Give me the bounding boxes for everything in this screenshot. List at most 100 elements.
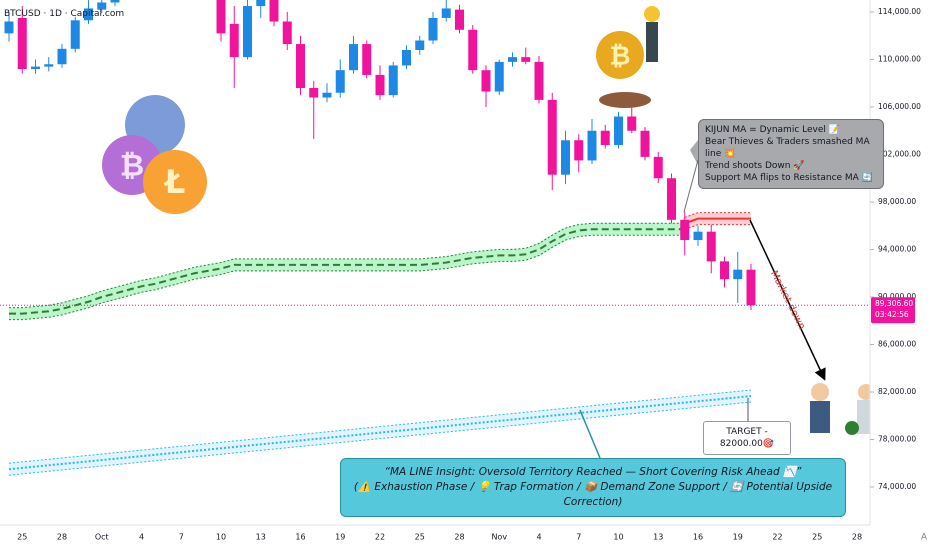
y-tick-label: 78,000.00 [878, 434, 916, 443]
candle-body [388, 65, 398, 96]
y-tick-label: 74,000.00 [878, 482, 916, 491]
candle-body [349, 44, 358, 71]
candle-body [216, 0, 226, 34]
x-tick-label: 16 [295, 533, 305, 542]
candle-body [521, 57, 531, 62]
plot-area: ₿ Ł ₿ [0, 0, 870, 476]
y-tick-label: 90,000.00 [878, 292, 916, 301]
x-tick-label: 28 [454, 533, 464, 542]
overlay-line [9, 228, 685, 315]
candle-body [574, 140, 584, 161]
candle-body [720, 261, 729, 280]
overlay [9, 222, 685, 321]
x-tick-label: 28 [852, 533, 862, 542]
x-tick-label: 25 [415, 533, 425, 542]
candle-body [455, 9, 464, 30]
candle-body [468, 29, 478, 71]
candle-body [57, 48, 67, 65]
last-price-label: 89,306.60 [875, 299, 913, 308]
candle-body [70, 20, 80, 49]
candle-body [17, 17, 27, 69]
x-tick-label: 22 [375, 533, 385, 542]
candle-body [587, 130, 597, 161]
candle-body [243, 6, 252, 58]
candle-body [653, 156, 663, 179]
insight-box: “MA LINE Insight: Oversold Territory Rea… [340, 458, 846, 517]
y-tick-label: 110,000.00 [878, 54, 921, 63]
callout-line: KIJUN MA = Dynamic Level 📝 [705, 125, 840, 135]
y-tick-label: 94,000.00 [878, 244, 916, 253]
x-tick-label: 10 [613, 533, 623, 542]
x-tick-label: 28 [57, 533, 67, 542]
market-arrow-label: Market down [768, 269, 807, 332]
x-tick-label: 13 [653, 533, 663, 542]
overlay [682, 212, 751, 230]
x-tick-label: 7 [576, 533, 581, 542]
candle-body [667, 178, 676, 220]
candle-body [362, 44, 372, 75]
y-tick-label: 106,000.00 [878, 102, 921, 111]
callout-pointer [690, 140, 698, 165]
y-tick-label: 98,000.00 [878, 197, 916, 206]
candle-body [110, 0, 120, 3]
miner-illustration: ₿ [596, 6, 660, 108]
candle-body [614, 116, 623, 145]
overlay-line [8, 395, 752, 471]
candle-body [441, 8, 451, 18]
candle-body [84, 8, 93, 21]
candle-body [229, 23, 239, 58]
candle-body [296, 44, 305, 88]
callout-line: Bear Thieves & Traders smashed MA line 💥 [705, 137, 870, 159]
y-tick-label: 102,000.00 [878, 149, 921, 158]
candle-body [402, 49, 411, 66]
price-axis-panel [870, 0, 932, 550]
candle-body [693, 231, 703, 240]
overlay-band-edge [684, 224, 751, 230]
candle-body [44, 64, 54, 67]
x-tick-label: 4 [139, 533, 144, 542]
candle-body [640, 130, 650, 157]
candle-body [335, 70, 345, 93]
insight-line: (⚠️ Exhaustion Phase / 💡 Trap Formation … [353, 481, 833, 508]
x-tick-label: 16 [693, 533, 703, 542]
candle-body [508, 57, 517, 62]
overlay [8, 389, 752, 476]
candle-body [97, 2, 107, 10]
overlay-band-edge [684, 212, 751, 218]
target-label: TARGET - 82000.00🎯 [703, 421, 791, 455]
callout-line: Support MA flips to Resistance MA 🔄 [705, 173, 873, 183]
crypto-coins: ₿ Ł [102, 95, 207, 214]
callout-line: Trend shoots Down 🚀 [705, 161, 805, 171]
x-tick-label: 25 [812, 533, 822, 542]
police-illustration [810, 383, 870, 435]
y-tick-label: 114,000.00 [878, 7, 921, 16]
candle-body [706, 231, 716, 262]
x-tick-label: Oct [95, 533, 109, 542]
overlay-band-edge [9, 234, 685, 321]
auto-scale-button[interactable]: A [921, 533, 928, 543]
x-tick-label: 13 [256, 533, 266, 542]
candle-body [627, 116, 637, 131]
overlay-band-edge [8, 401, 752, 476]
x-tick-label: 19 [335, 533, 345, 542]
candle-body [733, 269, 743, 280]
callout: KIJUN MA = Dynamic Level 📝 Bear Thieves … [698, 119, 884, 189]
insight-line: “MA LINE Insight: Oversold Territory Rea… [384, 466, 802, 478]
x-tick-label: 10 [216, 533, 226, 542]
x-tick-label: 4 [536, 533, 541, 542]
x-tick-label: 22 [772, 533, 782, 542]
insight-connector [579, 409, 601, 459]
svg-text:Ł: Ł [163, 163, 186, 201]
overlay-band-edge [8, 389, 752, 464]
candle-body [680, 219, 690, 240]
candle-body [481, 70, 491, 92]
overlay-line [684, 217, 751, 225]
candle-body [534, 61, 544, 100]
candle-body [322, 92, 332, 98]
y-tick-label: 86,000.00 [878, 339, 916, 348]
last-price-box [871, 297, 915, 324]
candle-body [375, 74, 385, 96]
candle-body [428, 17, 438, 41]
callout-connector [683, 159, 699, 213]
